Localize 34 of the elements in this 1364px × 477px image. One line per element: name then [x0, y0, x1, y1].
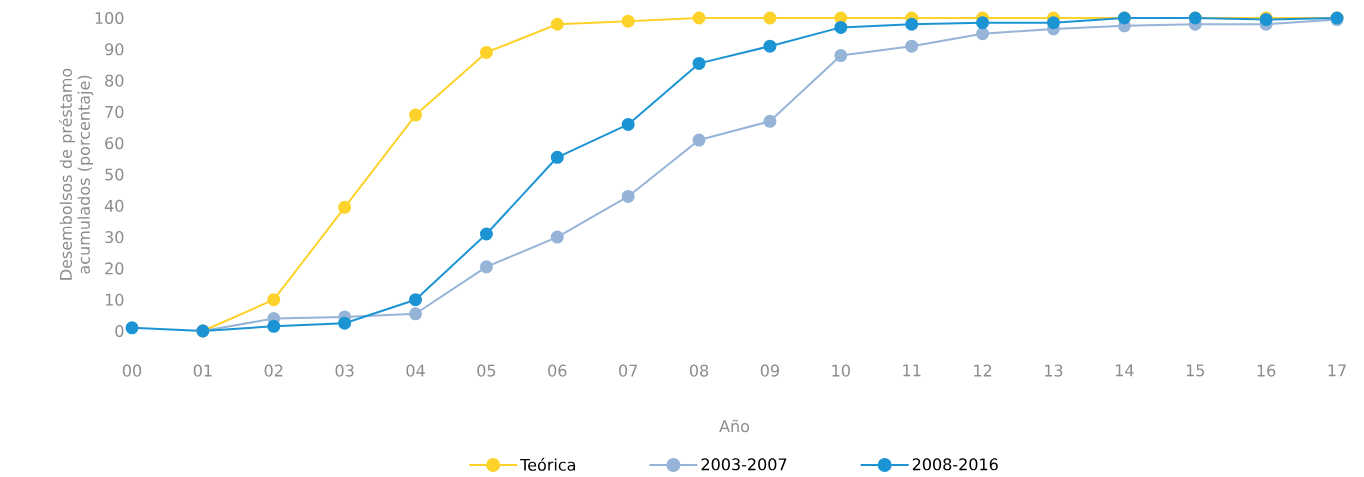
x-tick-label: 15 [1186, 364, 1205, 377]
y-tick-label: 10 [105, 293, 124, 306]
x-tick-label: 04 [406, 364, 425, 377]
x-tick-label: 17 [1328, 364, 1346, 377]
legend-label: 2008-2016 [912, 458, 998, 471]
y-axis-title: Desembolsos de préstamo acumulados (porcentaje) [58, 68, 94, 280]
y-tick-label: 80 [105, 74, 124, 87]
x-tick-label: 01 [193, 364, 212, 377]
x-tick-label: 00 [122, 364, 142, 377]
x-tick-label: 06 [548, 364, 567, 377]
y-tick-label: 90 [105, 43, 124, 56]
y-tick-label: 20 [105, 262, 124, 275]
x-tick-label: 05 [477, 364, 496, 377]
x-axis-title: Año [719, 419, 750, 433]
x-tick-label: 02 [264, 364, 283, 377]
y-tick-label: 60 [105, 137, 124, 150]
y-tick-label: 40 [104, 199, 124, 212]
x-tick-label: 10 [832, 364, 850, 377]
y-tick-label: 0 [115, 324, 124, 338]
x-tick-label: 11 [903, 364, 921, 377]
x-tick-label: 08 [689, 364, 709, 377]
x-tick-label: 13 [1045, 364, 1063, 377]
y-tick-label: 30 [105, 231, 124, 244]
y-tick-label: 50 [105, 168, 124, 181]
x-tick-label: 14 [1115, 364, 1134, 377]
legend-label: 2003-2007 [701, 458, 787, 471]
y-tick-label: 100 [95, 11, 124, 25]
x-tick-label: 09 [760, 364, 779, 377]
x-tick-label: 07 [619, 364, 637, 377]
x-tick-label: 16 [1257, 364, 1276, 377]
x-tick-label: 12 [974, 364, 992, 377]
x-tick-label: 03 [335, 364, 354, 377]
y-tick-label: 70 [105, 105, 124, 118]
legend-label: Teórica [520, 457, 575, 471]
